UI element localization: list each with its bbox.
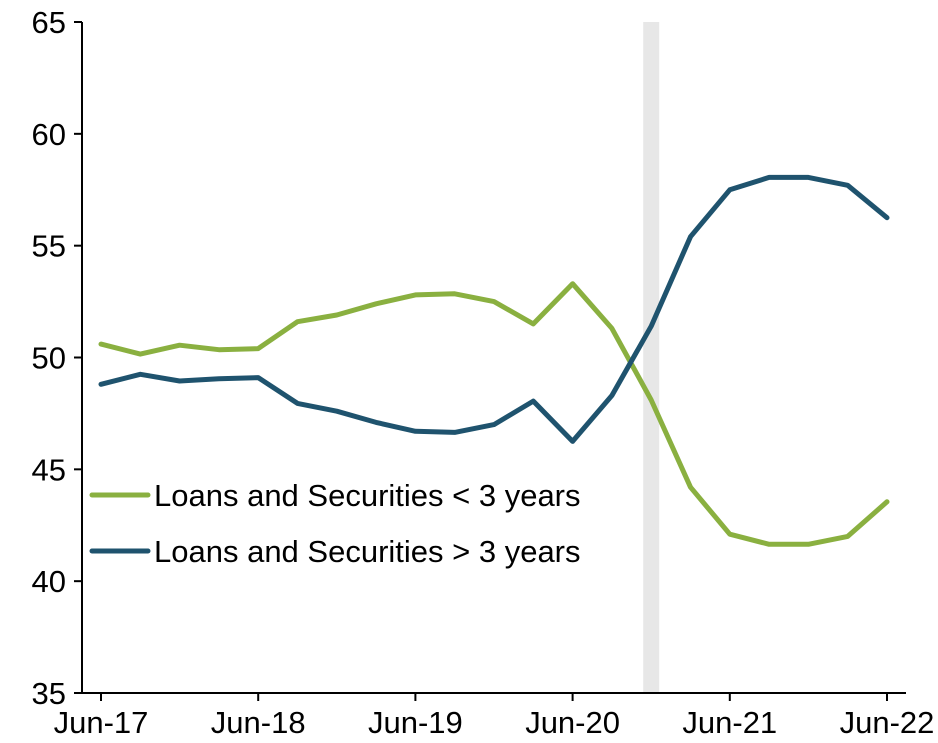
x-tick-label: Jun-17: [54, 705, 149, 740]
legend-label-2: Loans and Securities > 3 years: [154, 534, 581, 569]
y-tick-label: 50: [32, 341, 66, 376]
x-tick-label: Jun-19: [368, 705, 463, 740]
legend-label-1: Loans and Securities < 3 years: [154, 478, 581, 513]
x-tick-label: Jun-18: [211, 705, 306, 740]
y-tick-label: 40: [32, 564, 66, 599]
shaded-period-band: [643, 22, 660, 693]
x-tick-label: Jun-22: [840, 705, 935, 740]
y-tick-label: 65: [32, 5, 66, 40]
legend: Loans and Securities < 3 years Loans and …: [89, 478, 581, 569]
series-line-1: [98, 281, 890, 547]
axes: 35 40 45 50 55 60 65 Jun-17 Jun-18 Jun-19 Jun-20 Ju…: [32, 5, 935, 740]
y-tick-label: 55: [32, 229, 66, 264]
series-line-2: [98, 174, 890, 444]
series-layer: [98, 174, 890, 547]
shaded-period-layer: [643, 22, 660, 693]
y-tick-label: 45: [32, 452, 66, 487]
y-tick-label: 60: [32, 117, 66, 152]
x-tick-label: Jun-21: [682, 705, 777, 740]
x-tick-label: Jun-20: [525, 705, 620, 740]
y-tick-label: 35: [32, 676, 66, 711]
